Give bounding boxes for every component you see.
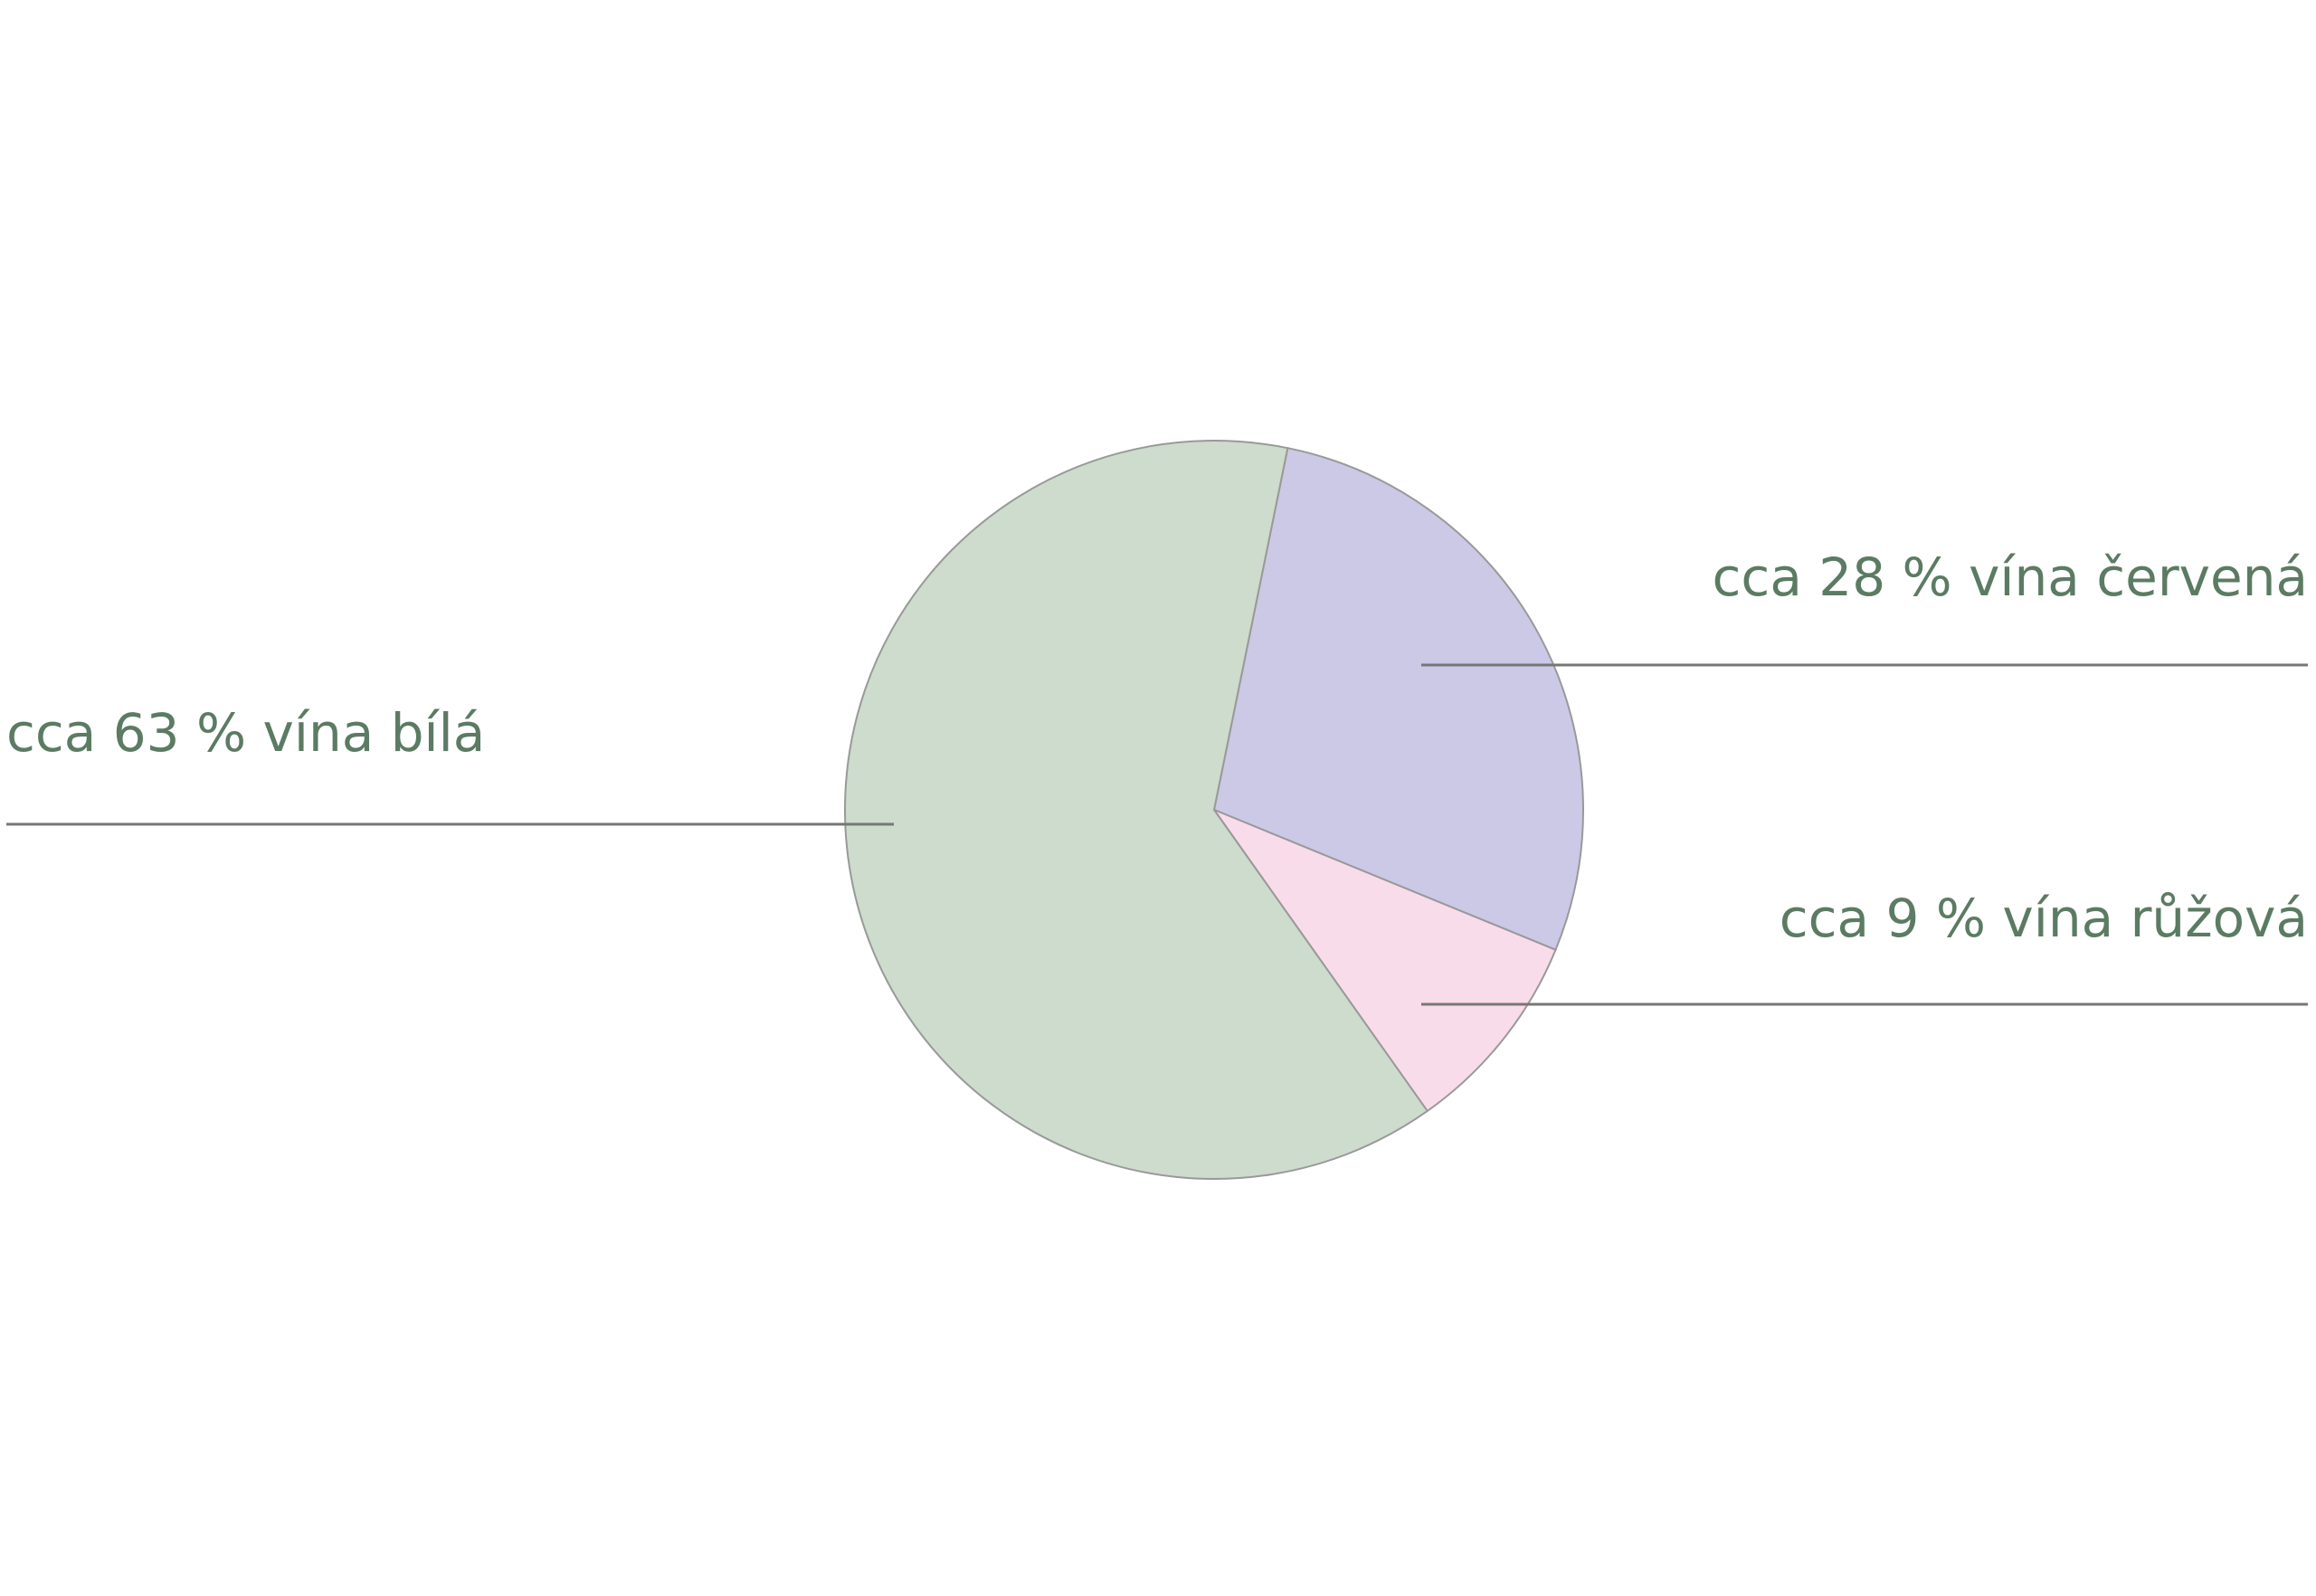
pie-slice <box>1211 807 1557 1113</box>
slice-label: cca 63 % vína bílá <box>6 702 485 764</box>
slice-label: cca 9 % vína růžová <box>1780 888 2308 949</box>
slice-label: cca 28 % vína červená <box>1713 546 2308 608</box>
pie-slice <box>843 440 1429 1180</box>
pie-slice <box>1212 447 1584 952</box>
